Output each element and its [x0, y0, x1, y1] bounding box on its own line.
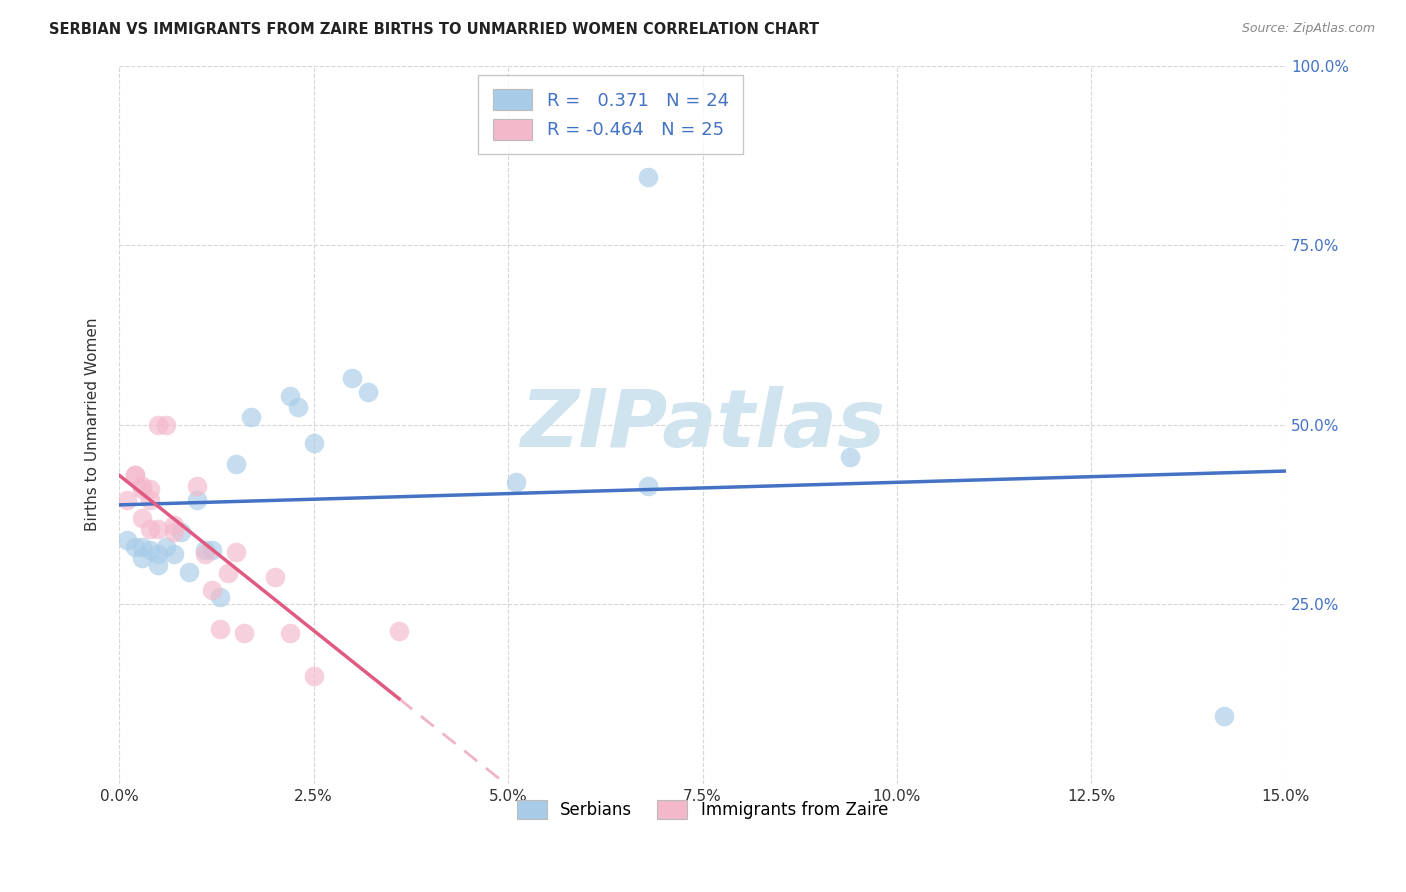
Point: [146, 558, 169, 572]
Point: [342, 371, 364, 385]
Point: [637, 479, 659, 493]
Point: [124, 540, 146, 554]
Point: [225, 545, 247, 559]
Point: [131, 550, 153, 565]
Y-axis label: Births to Unmarried Women: Births to Unmarried Women: [86, 318, 100, 532]
Point: [302, 669, 325, 683]
Point: [162, 525, 184, 540]
Point: [201, 543, 224, 558]
Point: [131, 540, 153, 554]
Point: [186, 479, 208, 493]
Point: [278, 389, 301, 403]
Point: [131, 511, 153, 525]
Point: [287, 400, 309, 414]
Point: [637, 169, 659, 184]
Point: [155, 540, 177, 554]
Point: [170, 525, 193, 540]
Point: [357, 385, 380, 400]
Text: Source: ZipAtlas.com: Source: ZipAtlas.com: [1241, 22, 1375, 36]
Point: [839, 450, 862, 464]
Point: [131, 483, 153, 497]
Text: SERBIAN VS IMMIGRANTS FROM ZAIRE BIRTHS TO UNMARRIED WOMEN CORRELATION CHART: SERBIAN VS IMMIGRANTS FROM ZAIRE BIRTHS …: [49, 22, 820, 37]
Point: [209, 590, 232, 604]
Point: [232, 626, 254, 640]
Point: [162, 547, 184, 561]
Text: ZIPatlas: ZIPatlas: [520, 385, 884, 464]
Point: [139, 522, 162, 536]
Point: [146, 522, 169, 536]
Point: [302, 435, 325, 450]
Point: [209, 623, 232, 637]
Point: [131, 479, 153, 493]
Point: [115, 493, 138, 508]
Point: [505, 475, 527, 489]
Legend: Serbians, Immigrants from Zaire: Serbians, Immigrants from Zaire: [510, 794, 894, 826]
Point: [146, 417, 169, 432]
Point: [240, 410, 263, 425]
Point: [263, 570, 285, 584]
Point: [162, 518, 184, 533]
Point: [217, 566, 239, 581]
Point: [155, 417, 177, 432]
Point: [1212, 708, 1234, 723]
Point: [201, 582, 224, 597]
Point: [194, 543, 217, 558]
Point: [186, 493, 208, 508]
Point: [225, 457, 247, 471]
Point: [115, 533, 138, 547]
Point: [124, 467, 146, 482]
Point: [146, 547, 169, 561]
Point: [139, 493, 162, 508]
Point: [139, 543, 162, 558]
Point: [278, 626, 301, 640]
Point: [388, 624, 411, 638]
Point: [177, 565, 200, 579]
Point: [124, 467, 146, 482]
Point: [194, 547, 217, 561]
Point: [139, 483, 162, 497]
